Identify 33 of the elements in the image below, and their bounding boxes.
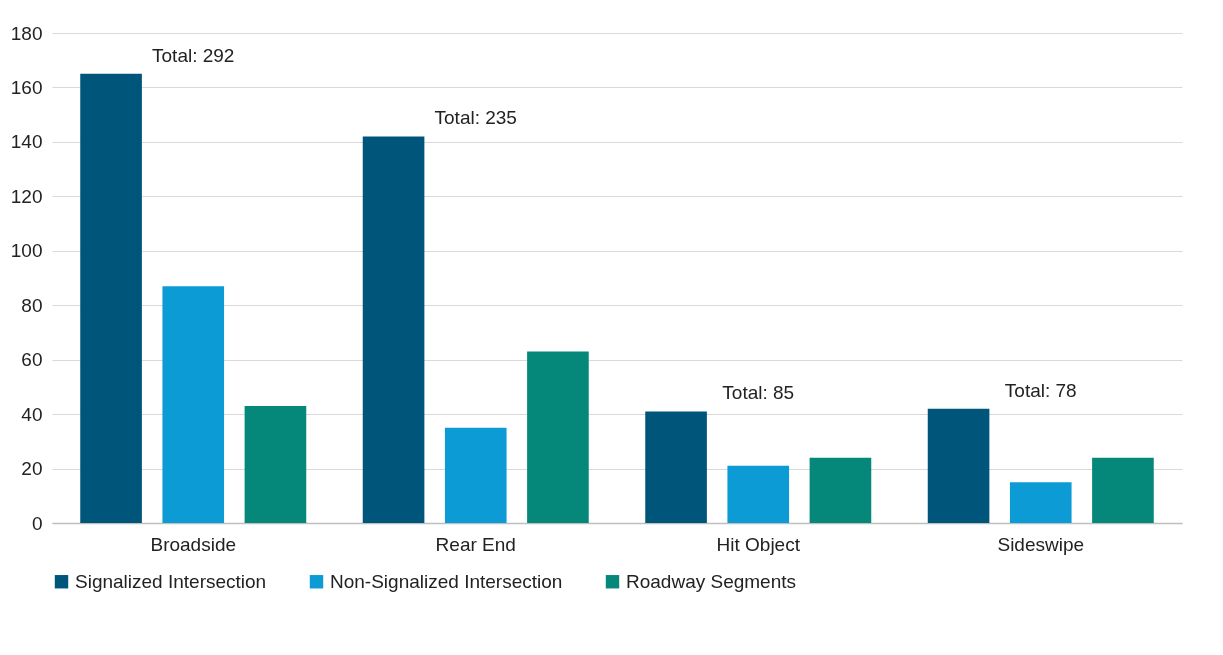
- x-tick-label: Sideswipe: [997, 533, 1085, 555]
- annotation: Total: 78: [1004, 379, 1077, 401]
- bar: [527, 351, 589, 523]
- y-tick-label: 180: [10, 22, 43, 44]
- x-tick-label: Hit Object: [716, 533, 801, 555]
- y-tick-label: 0: [31, 512, 43, 534]
- legend-label: Non-Signalized Intersection: [330, 570, 563, 592]
- legend-label: Signalized Intersection: [75, 570, 267, 592]
- annotation: Total: 85: [722, 382, 795, 404]
- y-tick-label: 160: [10, 76, 43, 98]
- x-tick-label: Rear End: [435, 533, 516, 555]
- bar: [809, 457, 872, 523]
- y-tick-label: 40: [21, 403, 43, 425]
- legend-label: Roadway Segments: [626, 570, 797, 592]
- y-tick-label: 80: [21, 294, 43, 316]
- bar: [1009, 482, 1072, 523]
- bar: [927, 408, 990, 523]
- bar: [244, 405, 307, 523]
- bar: [1092, 457, 1154, 523]
- bar: [362, 136, 425, 523]
- annotation: Total: 235: [434, 107, 517, 129]
- annotation: Total: 292: [152, 44, 235, 66]
- y-tick-label: 60: [21, 349, 43, 371]
- bar: [444, 427, 507, 523]
- bar: [727, 465, 790, 523]
- y-tick-label: 140: [10, 131, 43, 153]
- y-tick-label: 20: [21, 458, 43, 480]
- y-tick-label: 120: [10, 185, 43, 207]
- bar: [80, 73, 142, 523]
- bar: [162, 286, 225, 523]
- bar: [645, 411, 707, 523]
- x-tick-label: Broadside: [150, 533, 237, 555]
- y-tick-label: 100: [10, 240, 43, 262]
